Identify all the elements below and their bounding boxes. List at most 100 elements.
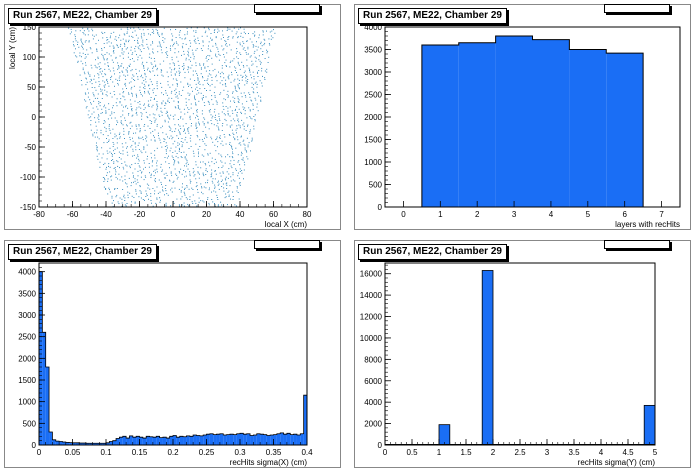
scatter-point xyxy=(109,45,111,47)
scatter-point xyxy=(124,200,126,201)
scatter-point xyxy=(115,176,117,178)
scatter-point xyxy=(203,117,205,119)
scatter-point xyxy=(160,71,162,73)
scatter-point xyxy=(166,175,168,176)
scatter-point xyxy=(143,109,145,110)
scatter-point xyxy=(154,154,156,156)
scatter-point xyxy=(231,156,233,158)
scatter-point xyxy=(127,74,129,76)
scatter-point xyxy=(207,179,209,181)
scatter-point xyxy=(174,130,176,132)
scatter-point xyxy=(201,186,202,188)
scatter-point xyxy=(258,95,260,97)
scatter-point xyxy=(135,190,137,192)
scatter-point xyxy=(230,49,232,51)
scatter-point xyxy=(135,109,137,111)
scatter-point xyxy=(183,50,185,52)
scatter-point xyxy=(195,128,197,129)
scatter-point xyxy=(181,186,183,188)
scatter-point xyxy=(161,114,163,116)
y-tick-label: 16000 xyxy=(360,270,383,279)
scatter-point xyxy=(227,204,228,206)
scatter-point xyxy=(111,117,113,119)
scatter-point xyxy=(238,160,240,162)
scatter-point xyxy=(141,44,143,46)
scatter-point xyxy=(245,52,247,54)
scatter-point xyxy=(192,54,194,56)
scatter-point xyxy=(181,54,182,56)
scatter-point xyxy=(208,128,210,130)
scatter-point xyxy=(106,138,107,139)
bar xyxy=(293,434,297,445)
scatter-point xyxy=(146,43,148,45)
scatter-point xyxy=(183,130,185,132)
scatter-point xyxy=(89,99,91,101)
scatter-point xyxy=(76,56,78,58)
scatter-point xyxy=(253,125,255,127)
scatter-point xyxy=(178,137,179,139)
scatter-point xyxy=(203,64,204,66)
scatter-point xyxy=(153,175,155,177)
scatter-point xyxy=(161,103,163,105)
scatter-point xyxy=(176,71,178,73)
bar xyxy=(286,433,291,445)
scatter-point xyxy=(192,172,194,174)
scatter-point xyxy=(149,188,151,190)
bar xyxy=(283,434,287,445)
scatter-point xyxy=(232,199,234,200)
scatter-point xyxy=(133,27,135,29)
scatter-point xyxy=(241,119,243,121)
scatter-point xyxy=(113,31,115,33)
scatter-point xyxy=(84,99,85,101)
scatter-point xyxy=(220,76,222,78)
scatter-point xyxy=(147,187,149,189)
scatter-point xyxy=(226,30,228,31)
scatter-point xyxy=(213,92,215,94)
scatter-point xyxy=(214,170,216,171)
scatter-point xyxy=(210,176,212,178)
scatter-point xyxy=(216,197,218,198)
scatter-point xyxy=(85,93,87,95)
scatter-point xyxy=(242,140,244,142)
scatter-point xyxy=(171,187,173,189)
scatter-point xyxy=(263,38,265,40)
scatter-point xyxy=(200,73,202,75)
scatter-point xyxy=(211,79,213,81)
scatter-point xyxy=(156,103,158,105)
scatter-point xyxy=(96,48,98,50)
scatter-point xyxy=(178,70,180,72)
scatter-point xyxy=(217,31,218,33)
scatter-point xyxy=(140,35,142,37)
scatter-point xyxy=(116,120,118,122)
scatter-point xyxy=(154,74,156,76)
x-tick-label: -80 xyxy=(33,210,45,219)
scatter-point xyxy=(132,95,133,97)
pad-sigma-y: 0 0.5 1 1.5 2 2.5 3 3.5 4 4.5 5 0 2000 4000 6000 8000 10… xyxy=(354,240,691,468)
scatter-point xyxy=(143,147,145,149)
scatter-point xyxy=(196,205,198,207)
scatter-point xyxy=(98,138,100,140)
scatter-point xyxy=(207,197,209,199)
scatter-point xyxy=(189,40,191,42)
scatter-point xyxy=(209,109,211,111)
scatter-point xyxy=(122,124,124,126)
scatter-point xyxy=(190,27,192,29)
scatter-point xyxy=(160,142,162,144)
scatter-point xyxy=(239,168,241,170)
scatter-point xyxy=(232,37,234,39)
scatter-point xyxy=(144,129,146,131)
scatter-point xyxy=(87,53,89,55)
scatter-point xyxy=(110,176,112,178)
scatter-point xyxy=(164,105,166,106)
scatter-point xyxy=(207,154,209,156)
scatter-point xyxy=(247,48,249,50)
scatter-point xyxy=(226,184,228,186)
scatter-point xyxy=(177,176,179,178)
scatter-point xyxy=(144,74,146,76)
scatter-point xyxy=(152,205,154,207)
scatter-point xyxy=(180,152,182,153)
scatter-point xyxy=(145,151,147,153)
scatter-point xyxy=(176,178,178,180)
scatter-point xyxy=(231,147,233,149)
scatter-point xyxy=(202,140,204,142)
